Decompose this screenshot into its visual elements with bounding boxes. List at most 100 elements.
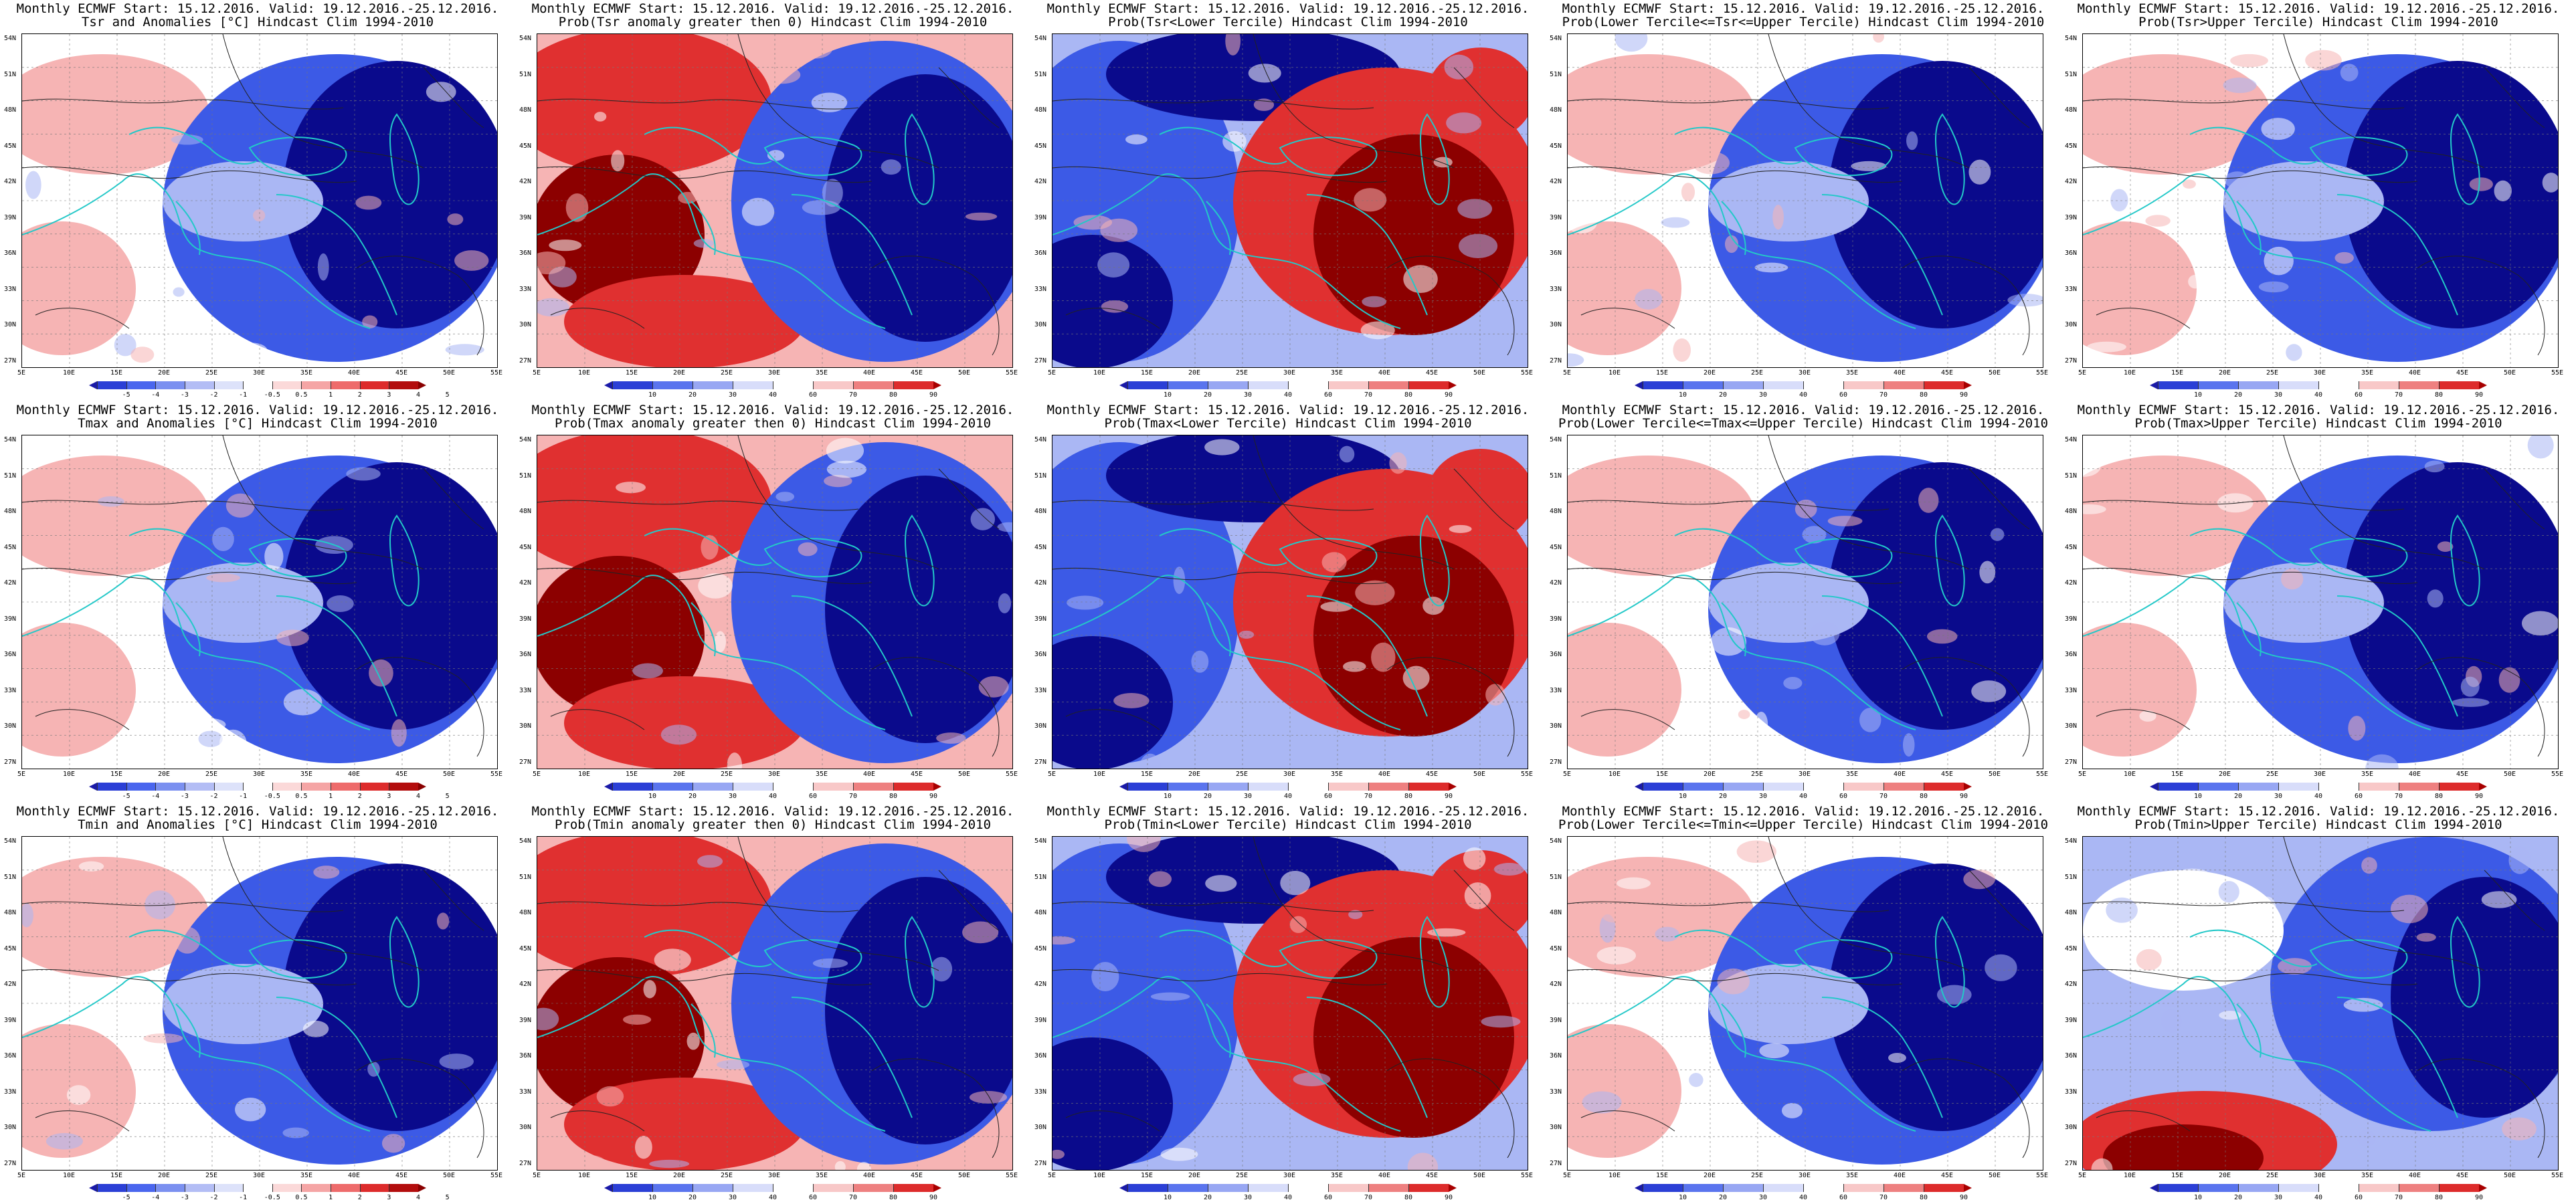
warm-anomaly-area — [1568, 54, 1755, 175]
colorbar-segment — [1368, 381, 1408, 389]
field-speckle — [2286, 344, 2302, 361]
longitude-label: 35E — [300, 1172, 313, 1179]
longitude-label: 40E — [862, 771, 876, 778]
colorbar-segment — [2399, 783, 2439, 791]
field-speckle — [2110, 189, 2128, 212]
field-speckle — [2452, 698, 2490, 707]
coastline — [1821, 595, 1943, 717]
field-speckle — [649, 1159, 690, 1169]
coastline — [1721, 201, 1746, 256]
field-speckle — [1720, 909, 1734, 936]
longitude-label: 25E — [720, 1172, 733, 1179]
colorbar-tick-label: 90 — [1959, 1194, 1968, 1201]
isoline — [537, 567, 872, 585]
colorbar-segment — [773, 1184, 813, 1192]
map-area — [1567, 435, 2043, 769]
isoline — [22, 500, 344, 511]
cold-anomaly-edge — [163, 964, 323, 1044]
colorbar-tick-label: 70 — [1364, 391, 1373, 399]
colorbar-tick-label: 3 — [387, 391, 391, 399]
field-speckle — [264, 542, 284, 571]
colorbar-tick-label: 20 — [2233, 1194, 2243, 1201]
colorbar-tick-label: -5 — [122, 793, 130, 800]
longitude-label: 45E — [910, 369, 923, 377]
longitude-label: 45E — [1940, 369, 1954, 377]
field-speckle — [1979, 561, 1996, 584]
latitude-label: 48N — [519, 508, 532, 516]
colorbar-segment — [389, 783, 418, 791]
colorbar-segment — [184, 1184, 214, 1192]
field-speckle — [623, 1014, 652, 1025]
colorbar-segment — [2238, 783, 2278, 791]
isoline — [2484, 468, 2545, 530]
longitude-label: 40E — [1378, 771, 1391, 778]
isoline — [1568, 98, 1890, 110]
field-speckle — [1602, 910, 1630, 923]
colorbar-segment — [612, 381, 652, 389]
isoline — [2283, 435, 2485, 570]
colorbar-segment — [1208, 1184, 1248, 1192]
colorbar-arrow-low — [2150, 1184, 2158, 1192]
field-speckle — [2219, 1011, 2241, 1020]
coastline — [2189, 929, 2318, 967]
longitude-label: 40E — [1893, 771, 1906, 778]
colorbar-segment — [2158, 381, 2198, 389]
field-speckle — [1222, 131, 1247, 152]
map-panel: Monthly ECMWF Start: 15.12.2016. Valid: … — [515, 803, 1030, 1204]
latitude-label: 45N — [1550, 543, 1562, 551]
colorbar-arrow-low — [1119, 381, 1127, 389]
latitude-label: 54N — [4, 436, 17, 443]
longitude-label: 45E — [1940, 771, 1954, 778]
field-speckle — [2357, 1130, 2376, 1146]
field-speckle — [1343, 661, 1366, 672]
longitude-label: 30E — [1283, 369, 1296, 377]
latitude-label: 42N — [1550, 579, 1562, 587]
longitude-label: 55E — [2551, 369, 2564, 377]
isoline — [2083, 166, 2418, 183]
colorbar-segment — [2278, 1184, 2318, 1192]
field-speckle — [1754, 262, 1788, 273]
longitude-label: 40E — [2408, 369, 2421, 377]
longitude-label: 25E — [1750, 369, 1764, 377]
coastline — [1206, 602, 1231, 657]
field-speckle — [2104, 648, 2129, 665]
map-panel: Monthly ECMWF Start: 15.12.2016. Valid: … — [0, 401, 515, 803]
longitude-label: 50E — [957, 369, 971, 377]
field-speckle — [391, 719, 407, 747]
colorbar-tick-label: 90 — [1444, 1194, 1453, 1201]
warm-anomaly-area — [22, 857, 209, 977]
longitude-label: 50E — [957, 1172, 971, 1179]
coastline — [175, 1003, 201, 1058]
latitude-label: 33N — [4, 686, 17, 694]
field-speckle — [1783, 676, 1803, 690]
colorbar-tick-label: 90 — [2474, 391, 2484, 399]
latitude-label: 48N — [1034, 909, 1047, 917]
colorbar: -5 -4 -3 -2 -1 -0.5 0.5 1 2 3 4 5 — [89, 381, 450, 399]
longitude-label: 15E — [625, 771, 638, 778]
colorbar-segment — [733, 1184, 773, 1192]
cold-anomaly-edge — [163, 161, 323, 241]
colorbar-segment — [612, 783, 652, 791]
colorbar-tick-label: 90 — [929, 391, 938, 399]
field-speckle — [1148, 871, 1172, 888]
colorbar-tick-label: -3 — [180, 1194, 189, 1201]
colorbar-segment — [1127, 381, 1168, 389]
colorbar-tick-label: 3 — [387, 793, 391, 800]
longitude-label: 30E — [1283, 1172, 1296, 1179]
colorbar-tick-label: 1 — [329, 391, 333, 399]
latitude-label: 39N — [519, 213, 532, 221]
field-speckle — [1918, 488, 1939, 513]
panel-title-line1: Monthly ECMWF Start: 15.12.2016. Valid: … — [531, 804, 1014, 819]
colorbar-arrow-high — [1964, 783, 1972, 791]
longitude-label: 25E — [1750, 1172, 1764, 1179]
field-speckle — [881, 159, 901, 175]
field-speckle — [936, 732, 966, 744]
isoline — [2083, 500, 2405, 511]
colorbar-segment — [155, 783, 185, 791]
longitude-label: 20E — [1188, 1172, 1201, 1179]
longitude-label: 10E — [1093, 1172, 1106, 1179]
latitude-label: 48N — [2065, 508, 2078, 516]
colorbar-tick-label: 10 — [2193, 391, 2203, 399]
latitude-label: 42N — [519, 579, 532, 587]
isoline — [423, 67, 484, 128]
